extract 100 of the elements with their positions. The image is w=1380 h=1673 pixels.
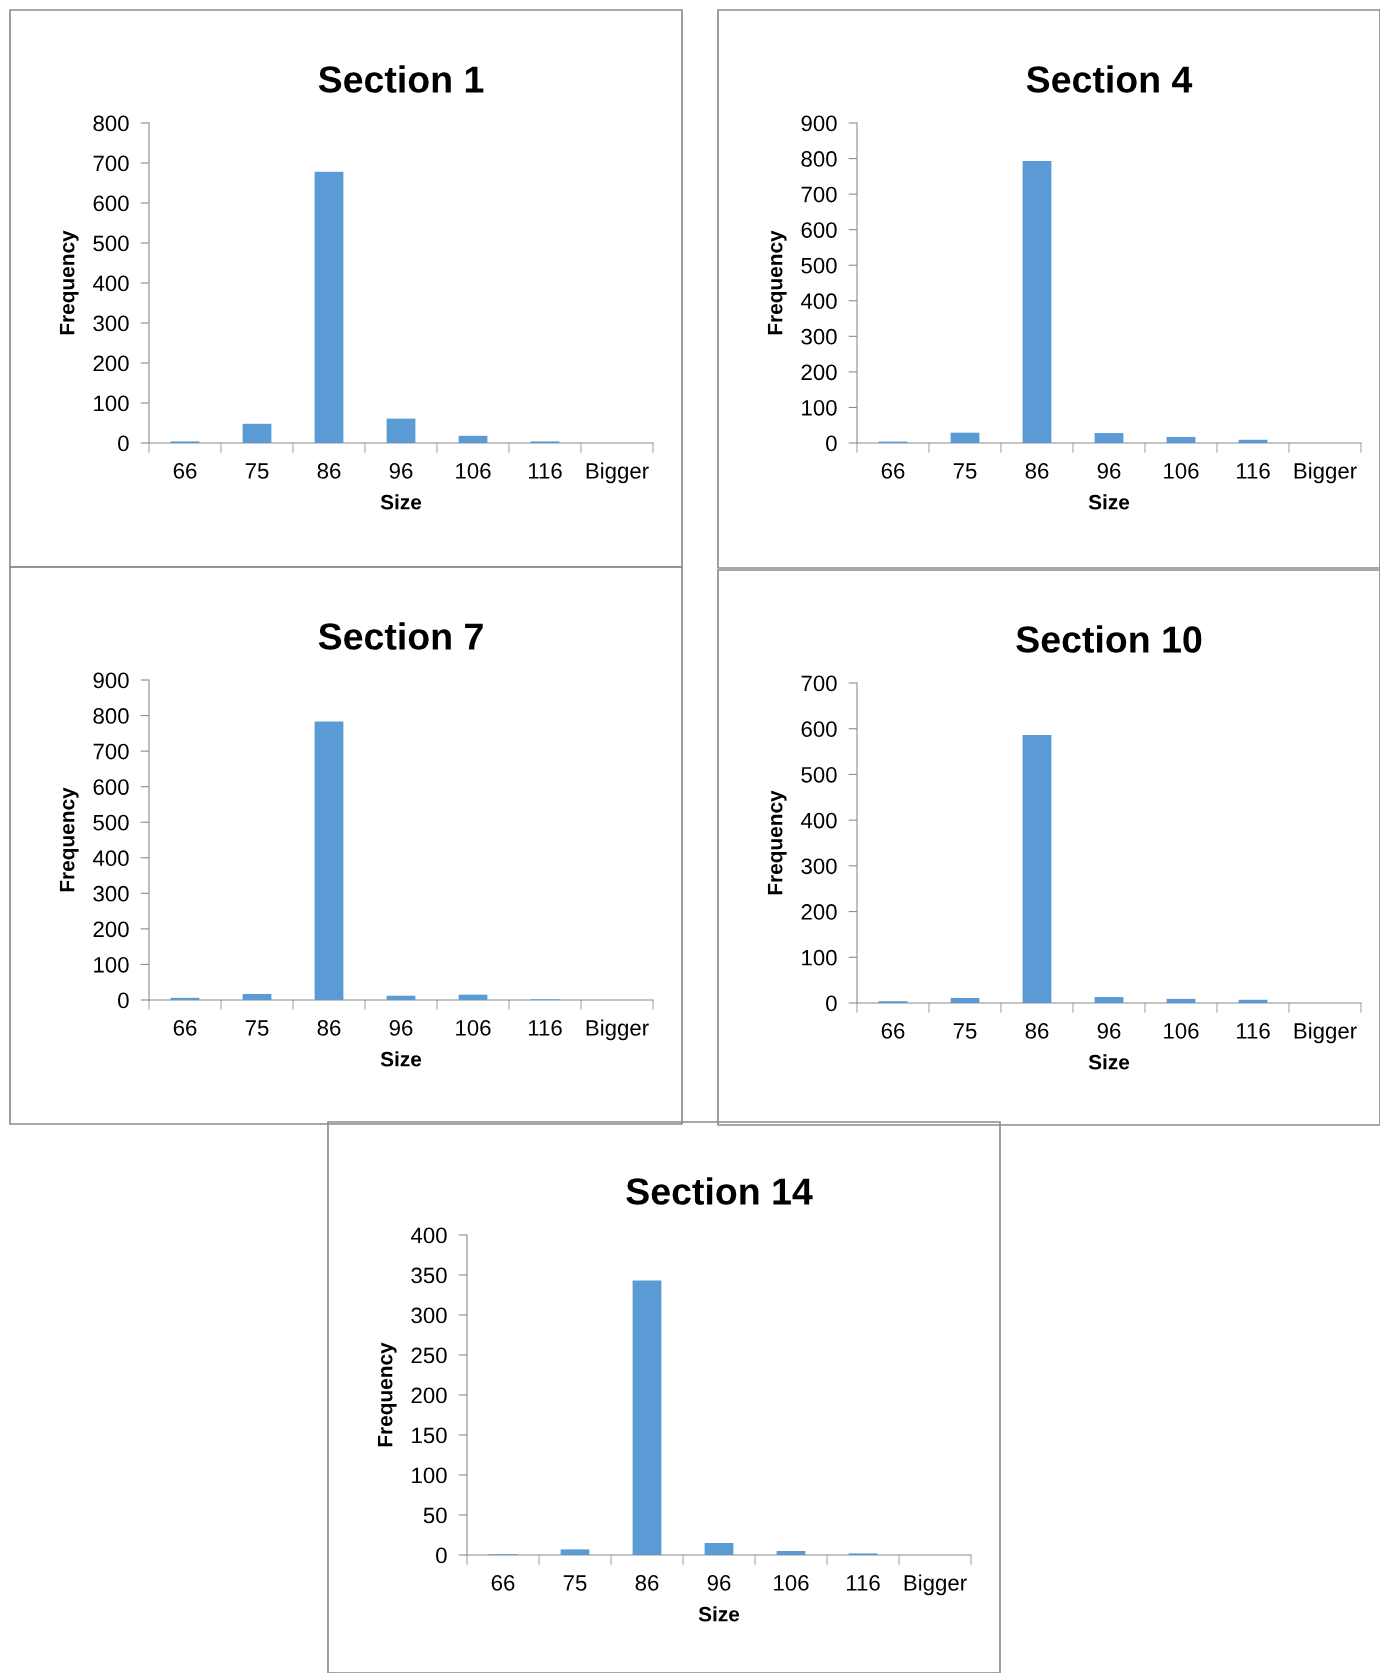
x-tick-label: Bigger [1294,1022,1357,1044]
x-tick-label: 86 [1025,1023,1049,1039]
x-tick-label: 116 [846,1575,880,1591]
y-tick-label: 50 [423,1507,447,1524]
x-tick-label: 75 [563,1575,587,1591]
bar [1238,439,1268,443]
x-tick-label: 75 [953,1023,977,1039]
x-tick-label: 66 [491,1575,515,1591]
y-tick-label: 100 [94,956,129,973]
bar [1094,997,1124,1003]
x-tick-label: Bigger [586,462,649,484]
x-axis-title: Size [380,1051,422,1067]
y-tick-label: 300 [93,315,129,332]
y-tick-label: 400 [92,275,129,292]
x-tick-label: 106 [456,1020,491,1036]
bar [386,995,416,1000]
bar [170,997,200,1000]
bar [242,423,272,443]
x-tick-label: Bigger [1294,462,1357,484]
x-tick-label: 106 [456,463,491,479]
x-tick-label: 106 [1164,1023,1199,1039]
bar [704,1543,734,1555]
y-tick-label: 500 [93,814,129,831]
y-tick-label: 0 [826,995,837,1012]
bar [950,432,980,443]
chart-title: Section 7 [318,622,483,650]
y-axis-title: Frequency [59,230,79,335]
y-tick-label: 900 [801,115,837,132]
bar [632,1280,662,1555]
y-tick-label: 800 [93,115,129,132]
bar [1022,161,1052,443]
x-tick-label: 66 [173,463,197,479]
chart-title: Section 14 [626,1177,813,1205]
bar [386,418,416,443]
y-axis-title: Frequency [377,1342,397,1447]
bar [1094,433,1124,443]
y-tick-label: 800 [801,151,837,167]
y-tick-label: 400 [800,293,837,310]
x-axis-title: Size [380,494,422,510]
x-tick-label: 116 [1236,1023,1270,1039]
bar [1166,436,1196,443]
x-tick-label: Bigger [586,1019,649,1041]
y-tick-label: 0 [826,435,837,452]
x-tick-label: 75 [953,463,977,479]
x-tick-label: 106 [774,1575,809,1591]
y-tick-label: 900 [93,672,129,689]
y-tick-label: 600 [801,721,837,737]
x-tick-label: 86 [635,1575,659,1591]
y-tick-label: 600 [93,779,129,795]
x-axis-title: Size [698,1606,740,1622]
y-axis-title: Frequency [767,790,787,895]
y-tick-label: 700 [801,186,837,203]
y-tick-label: 200 [801,904,837,920]
chart-title: Section 10 [1016,625,1202,653]
y-tick-label: 100 [412,1467,447,1484]
x-tick-label: 116 [1236,463,1270,479]
y-tick-label: 300 [801,328,837,345]
y-tick-label: 400 [92,850,129,867]
y-tick-label: 500 [801,766,837,783]
x-tick-label: 86 [317,1020,341,1036]
y-tick-label: 400 [800,812,837,829]
x-axis-title: Size [1088,494,1130,510]
x-tick-label: 75 [245,463,269,479]
bar [1238,999,1268,1003]
y-tick-label: 200 [93,921,129,938]
x-tick-label: 116 [528,1020,562,1036]
y-tick-label: 0 [118,992,129,1009]
bar [1166,998,1196,1003]
x-tick-label: 66 [173,1020,197,1036]
x-tick-label: 86 [1025,463,1049,479]
x-tick-label: 96 [1097,463,1121,479]
y-tick-label: 400 [410,1227,447,1244]
y-tick-label: 300 [411,1307,447,1324]
y-tick-label: 700 [93,155,129,172]
y-tick-label: 300 [93,885,129,902]
y-tick-label: 600 [93,195,129,212]
x-tick-label: 66 [881,1023,905,1039]
y-tick-label: 200 [801,364,837,381]
bar [458,994,488,1000]
y-tick-label: 700 [93,743,129,760]
x-tick-label: 86 [317,463,341,479]
bar [314,721,344,1000]
y-tick-label: 150 [412,1427,447,1444]
x-tick-label: 106 [1164,463,1199,479]
y-tick-label: 100 [94,395,129,412]
y-tick-label: 700 [801,675,837,692]
x-axis-title: Size [1088,1054,1130,1070]
x-tick-label: Bigger [904,1574,967,1596]
x-tick-label: 96 [707,1575,731,1591]
x-tick-label: 96 [1097,1023,1121,1039]
y-tick-label: 500 [801,257,837,274]
x-tick-label: 116 [528,463,562,479]
y-tick-label: 500 [93,235,129,252]
y-tick-label: 0 [436,1547,447,1564]
y-tick-label: 100 [802,399,837,416]
chart-title: Section 4 [1026,65,1193,93]
y-tick-label: 0 [118,435,129,452]
x-tick-label: 96 [389,1020,413,1036]
y-axis-title: Frequency [767,230,787,335]
bar [314,171,344,443]
